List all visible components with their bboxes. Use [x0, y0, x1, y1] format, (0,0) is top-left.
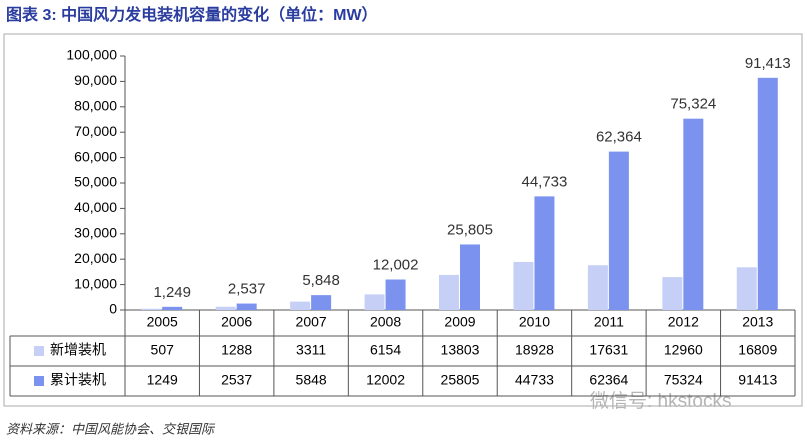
table-cell: 13803 [441, 342, 480, 358]
bar [587, 265, 608, 310]
bar [608, 151, 629, 310]
x-tick-label: 2011 [594, 314, 624, 330]
table-cell: 18928 [515, 342, 554, 358]
table-cell: 16809 [738, 342, 777, 358]
chart-frame [3, 33, 803, 407]
data-label: 75,324 [670, 96, 716, 113]
y-tick-label: 50,000 [74, 174, 117, 190]
x-tick-label: 2006 [221, 314, 252, 330]
bar [311, 295, 332, 310]
data-label: 62,364 [596, 129, 642, 146]
bar [215, 306, 236, 310]
legend-label: 新增装机 [50, 342, 106, 358]
x-tick-label: 2012 [668, 314, 699, 330]
bar [385, 279, 406, 310]
x-tick-label: 2005 [147, 314, 178, 330]
table-cell: 3311 [296, 342, 326, 358]
bar [236, 303, 257, 310]
legend-swatch [34, 346, 44, 356]
source-note: 资料来源：中国风能协会、交银国际 [6, 421, 216, 436]
bar [662, 277, 683, 310]
y-tick-label: 70,000 [74, 123, 117, 139]
table-cell: 6154 [370, 342, 401, 358]
table-cell: 507 [151, 342, 175, 358]
y-tick-label: 100,000 [66, 47, 117, 63]
bar [364, 294, 385, 310]
data-label: 5,848 [302, 272, 340, 289]
y-tick-label: 90,000 [74, 72, 117, 88]
bar [513, 261, 534, 310]
table-cell: 1249 [147, 372, 178, 388]
y-tick-label: 0 [109, 301, 117, 317]
table-cell: 12960 [664, 342, 703, 358]
data-label: 12,002 [373, 256, 419, 273]
table-cell: 91413 [738, 372, 777, 388]
y-tick-label: 30,000 [74, 225, 117, 241]
y-tick-label: 80,000 [74, 98, 117, 114]
data-label: 91,413 [745, 55, 791, 72]
table-cell: 12002 [366, 372, 405, 388]
data-label: 1,249 [153, 284, 191, 301]
bar [460, 244, 480, 310]
y-tick-label: 20,000 [74, 250, 117, 266]
bar [439, 274, 459, 310]
table-cell: 2537 [221, 372, 252, 388]
legend-label: 累计装机 [50, 372, 106, 388]
table-cell: 1288 [221, 342, 252, 358]
x-tick-label: 2013 [742, 314, 773, 330]
y-tick-label: 10,000 [74, 275, 117, 291]
data-label: 44,733 [521, 173, 567, 190]
bar [141, 308, 162, 310]
data-label: 2,537 [228, 281, 266, 298]
bar [683, 118, 704, 311]
x-tick-label: 2007 [296, 314, 327, 330]
x-tick-label: 2008 [370, 314, 401, 330]
table-cell: 44733 [515, 372, 554, 388]
table-cell: 17631 [589, 342, 628, 358]
bar [757, 77, 778, 311]
table-cell: 25805 [441, 372, 480, 388]
bar [290, 301, 311, 310]
legend-swatch [34, 376, 44, 386]
bar [736, 267, 757, 310]
watermark: 微信号: hkstocks [590, 390, 731, 412]
y-tick-label: 60,000 [74, 148, 117, 164]
x-tick-label: 2009 [444, 314, 475, 330]
table-cell: 75324 [664, 372, 703, 388]
y-tick-label: 40,000 [74, 199, 117, 215]
table-cell: 5848 [296, 372, 327, 388]
table-cell: 62364 [589, 372, 628, 388]
chart-title: 图表 3: 中国风力发电装机容量的变化（单位：MW） [6, 5, 378, 24]
data-label: 25,805 [447, 221, 493, 238]
bar [162, 306, 183, 310]
bar [534, 196, 555, 310]
x-tick-label: 2010 [519, 314, 550, 330]
